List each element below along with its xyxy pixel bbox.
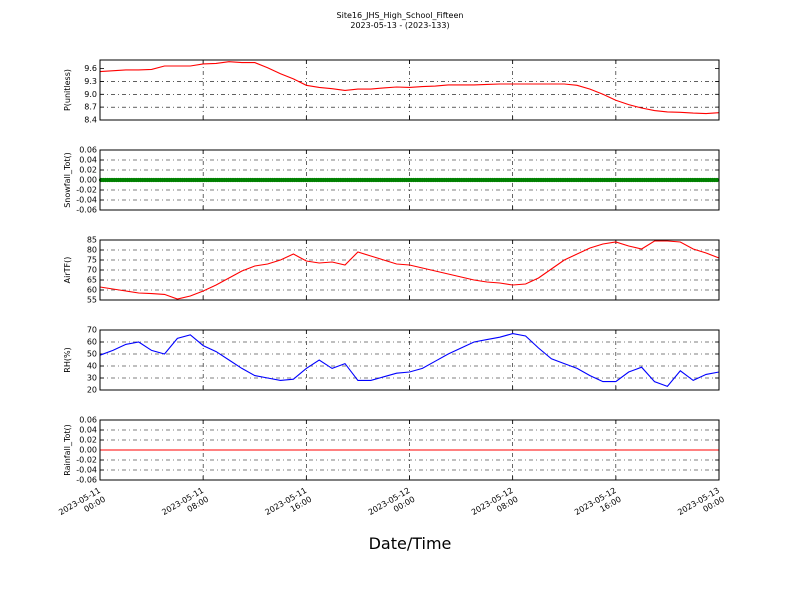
y-tick-label: 80 [87, 246, 97, 255]
y-axis-label: AirTF() [63, 257, 72, 284]
panel-4: 20 30 40 50 60 70 RH(%) [63, 326, 720, 395]
y-tick-label: 65 [87, 276, 97, 285]
y-tick-label: -0.02 [76, 186, 97, 195]
y-tick-label: 85 [87, 236, 97, 245]
y-tick-label: 60 [87, 338, 97, 347]
y-tick-label: 0.04 [79, 426, 97, 435]
y-tick-label: 0.02 [79, 436, 97, 445]
y-axis-label: RH(%) [63, 347, 72, 372]
y-tick-label: 60 [87, 286, 97, 295]
y-tick-label: 8.7 [84, 103, 97, 112]
y-tick-label: 0.04 [79, 156, 97, 165]
y-tick-label: -0.04 [76, 196, 97, 205]
plot-frame [99, 149, 720, 211]
y-tick-label: -0.04 [76, 466, 97, 475]
y-tick-label: 9.0 [84, 90, 97, 99]
panel-2: -0.06-0.04-0.020.000.020.040.06 Snowfall_… [63, 146, 720, 215]
y-tick-label: 75 [87, 256, 97, 265]
y-tick-label: 70 [87, 266, 97, 275]
x-axis-title: Date/Time [368, 534, 452, 553]
x-tick-label: 2023-05-1300:00 [676, 486, 726, 526]
y-tick-label: 55 [87, 296, 97, 305]
y-tick-label: 0.06 [79, 146, 97, 155]
y-tick-label: 8.4 [84, 116, 97, 125]
panel-5: -0.06-0.04-0.020.000.020.040.06 Rainfall_… [63, 416, 720, 485]
x-tick-label: 2023-05-1100:00 [57, 486, 107, 526]
x-tick-label: 2023-05-1208:00 [470, 486, 520, 526]
figure-title: Site16_JHS_High_School_Fifteen [336, 11, 464, 20]
y-tick-label: 9.3 [84, 77, 97, 86]
y-tick-label: 30 [87, 374, 97, 383]
y-tick-label: 0.00 [79, 446, 97, 455]
y-axis-label: P(unitless) [63, 69, 72, 111]
y-tick-label: 9.6 [84, 64, 97, 73]
plot-frame [99, 239, 720, 301]
figure-title-block: Site16_JHS_High_School_Fifteen 2023-05-1… [0, 11, 800, 31]
x-tick-label: 2023-05-1216:00 [573, 486, 623, 526]
y-tick-label: 0.00 [79, 176, 97, 185]
x-tick-label: 2023-05-1200:00 [367, 486, 417, 526]
y-tick-label: 40 [87, 362, 97, 371]
figure-subtitle: 2023-05-13 - (2023-133) [350, 21, 450, 30]
x-tick-label: 2023-05-1116:00 [264, 486, 314, 526]
series-line-4 [99, 333, 720, 388]
plot-frame [99, 419, 720, 481]
y-axis-label: Rainfall_Tot() [63, 424, 72, 476]
series-line-1 [99, 61, 720, 115]
y-tick-label: 0.06 [79, 416, 97, 425]
y-tick-label: 70 [87, 326, 97, 335]
series-point [714, 177, 720, 183]
y-tick-label: 0.02 [79, 166, 97, 175]
y-tick-label: -0.02 [76, 456, 97, 465]
series-line-3 [99, 240, 720, 300]
plot-frame [99, 329, 720, 391]
panel-1: 8.4 8.7 9.0 9.3 9.6 P(unitless) [63, 59, 720, 125]
y-tick-label: -0.06 [76, 476, 97, 485]
y-axis-label: Snowfall_Tot() [63, 152, 72, 208]
y-tick-label: 50 [87, 350, 97, 359]
y-tick-label: -0.06 [76, 206, 97, 215]
y-tick-label: 20 [87, 386, 97, 395]
plot-frame [99, 59, 720, 121]
x-tick-label: 2023-05-1108:00 [160, 486, 210, 526]
